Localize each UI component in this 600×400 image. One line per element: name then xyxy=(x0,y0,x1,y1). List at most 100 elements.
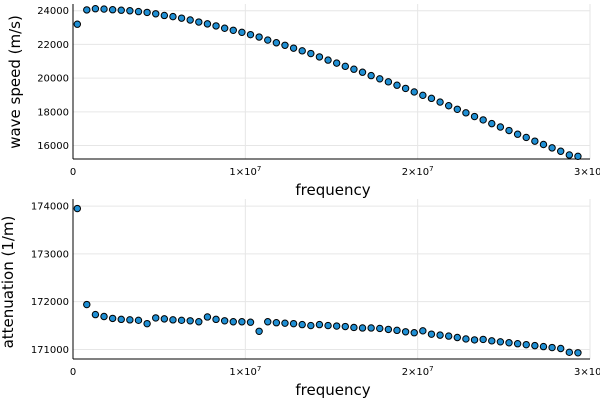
attenuation-data-point xyxy=(341,322,349,331)
wave-speed-grid xyxy=(72,4,591,159)
attenuation-data-point xyxy=(376,324,384,333)
wave-speed-data-point xyxy=(496,123,505,131)
wave-speed-data-point xyxy=(177,14,186,22)
attenuation-data-point xyxy=(565,348,574,357)
wave-speed-data-point xyxy=(479,116,487,124)
attenuation-data-point xyxy=(169,316,177,324)
attenuation-data-point xyxy=(444,332,453,340)
attenuation-x-tick-label: 3×107 xyxy=(574,365,600,378)
attenuation-x-tick-label: 1×107 xyxy=(229,365,261,378)
wave-speed-data-point xyxy=(419,91,427,100)
wave-speed-axes xyxy=(72,4,590,160)
attenuation-data-point xyxy=(108,314,117,323)
wave-speed-data-point xyxy=(195,18,203,26)
attenuation-y-tick-label: 172000 xyxy=(31,297,69,308)
wave-speed-data-point xyxy=(160,11,169,20)
attenuation-data-point xyxy=(393,326,401,335)
wave-speed-y-tick-label: 18000 xyxy=(37,107,69,118)
wave-speed-y-tick-label: 22000 xyxy=(37,40,69,51)
wave-speed-x-tick-label: 2×107 xyxy=(402,165,434,178)
attenuation-data-point xyxy=(470,336,479,344)
attenuation-ticks: 0 1×107 2×107 3×107 171000 172000 173000 174000 xyxy=(31,202,600,378)
wave-speed-ticks: 0 1×107 2×107 3×107 16000 18000 20000 22000 2400… xyxy=(37,6,600,178)
attenuation-data-point xyxy=(143,319,151,328)
attenuation-data-point xyxy=(350,323,358,332)
wave-speed-data-point xyxy=(117,6,125,14)
attenuation-data-point xyxy=(73,204,82,213)
wave-speed-data-point xyxy=(470,112,479,121)
wave-speed-data-point xyxy=(444,102,453,110)
wave-speed-data-point xyxy=(539,140,548,149)
attenuation-data-point xyxy=(505,339,513,347)
attenuation-data-point xyxy=(488,337,496,345)
wave-speed-data-point xyxy=(255,33,263,41)
attenuation-grid xyxy=(72,199,591,359)
wave-speed-y-tick-label: 16000 xyxy=(37,141,69,152)
wave-speed-data-point xyxy=(83,6,91,14)
attenuation-data-point xyxy=(238,318,246,326)
wave-speed-data-point xyxy=(186,16,194,24)
wave-speed-data-point xyxy=(367,71,375,80)
wave-speed-data-point xyxy=(557,147,565,155)
attenuation-data-point xyxy=(220,317,229,325)
attenuation-data-point xyxy=(410,329,418,337)
attenuation-data-point xyxy=(289,319,298,328)
attenuation-data-point xyxy=(272,319,281,327)
attenuation-data-point xyxy=(186,317,194,325)
wave-speed-points xyxy=(73,5,582,161)
wave-speed-data-point xyxy=(126,7,134,15)
wave-speed-data-point xyxy=(376,75,384,83)
attenuation-data-point xyxy=(539,342,548,351)
attenuation-data-point xyxy=(212,315,220,324)
wave-speed-data-point xyxy=(212,22,220,30)
wave-speed-y-axis-label: wave speed (m/s) xyxy=(6,15,24,149)
wave-speed-data-point xyxy=(574,152,582,161)
wave-speed-data-point xyxy=(358,68,367,76)
attenuation-axes xyxy=(72,199,590,360)
attenuation-y-axis-label: attenuation (1/m) xyxy=(0,216,17,349)
attenuation-data-point xyxy=(315,320,324,329)
attenuation-data-point xyxy=(557,344,565,353)
attenuation-data-point xyxy=(83,300,91,309)
attenuation-data-point xyxy=(100,312,108,321)
attenuation-data-point xyxy=(117,315,125,324)
wave-speed-data-point xyxy=(531,137,539,145)
attenuation-data-point xyxy=(160,315,169,323)
attenuation-data-point xyxy=(479,335,487,344)
attenuation-data-point xyxy=(203,313,212,321)
wave-speed-data-point xyxy=(324,56,332,64)
wave-speed-data-point xyxy=(436,98,444,106)
wave-speed-data-point xyxy=(152,10,160,18)
wave-speed-x-axis-label: frequency xyxy=(295,181,370,199)
attenuation-data-point xyxy=(384,325,393,334)
wave-speed-data-point xyxy=(289,44,298,52)
attenuation-data-point xyxy=(358,324,367,332)
wave-speed-y-tick-label: 20000 xyxy=(37,74,69,85)
wave-speed-data-point xyxy=(332,59,341,67)
attenuation-data-point xyxy=(324,321,332,330)
wave-speed-data-point xyxy=(169,12,177,21)
attenuation-data-point xyxy=(246,318,255,326)
attenuation-data-point xyxy=(453,333,462,342)
attenuation-data-point xyxy=(298,320,306,329)
wave-speed-data-point xyxy=(522,133,530,142)
wave-speed-data-point xyxy=(220,24,229,32)
attenuation-data-point xyxy=(531,341,539,350)
attenuation-y-tick-label: 173000 xyxy=(31,249,69,260)
wave-speed-data-point xyxy=(91,5,100,13)
attenuation-x-tick-label: 0 xyxy=(70,367,76,378)
attenuation-data-point xyxy=(496,338,505,346)
attenuation-y-tick-label: 171000 xyxy=(31,345,69,356)
wave-speed-data-point xyxy=(384,78,393,86)
wave-speed-data-point xyxy=(203,20,212,28)
wave-speed-data-point xyxy=(246,30,255,39)
attenuation-data-point xyxy=(419,327,427,335)
wave-speed-data-point xyxy=(264,36,272,44)
wave-speed-y-tick-label: 24000 xyxy=(37,6,69,17)
attenuation-data-point xyxy=(462,335,470,343)
attenuation-points xyxy=(73,204,582,357)
attenuation-data-point xyxy=(401,328,410,336)
wave-speed-data-point xyxy=(238,28,246,37)
attenuation-data-point xyxy=(513,340,522,348)
